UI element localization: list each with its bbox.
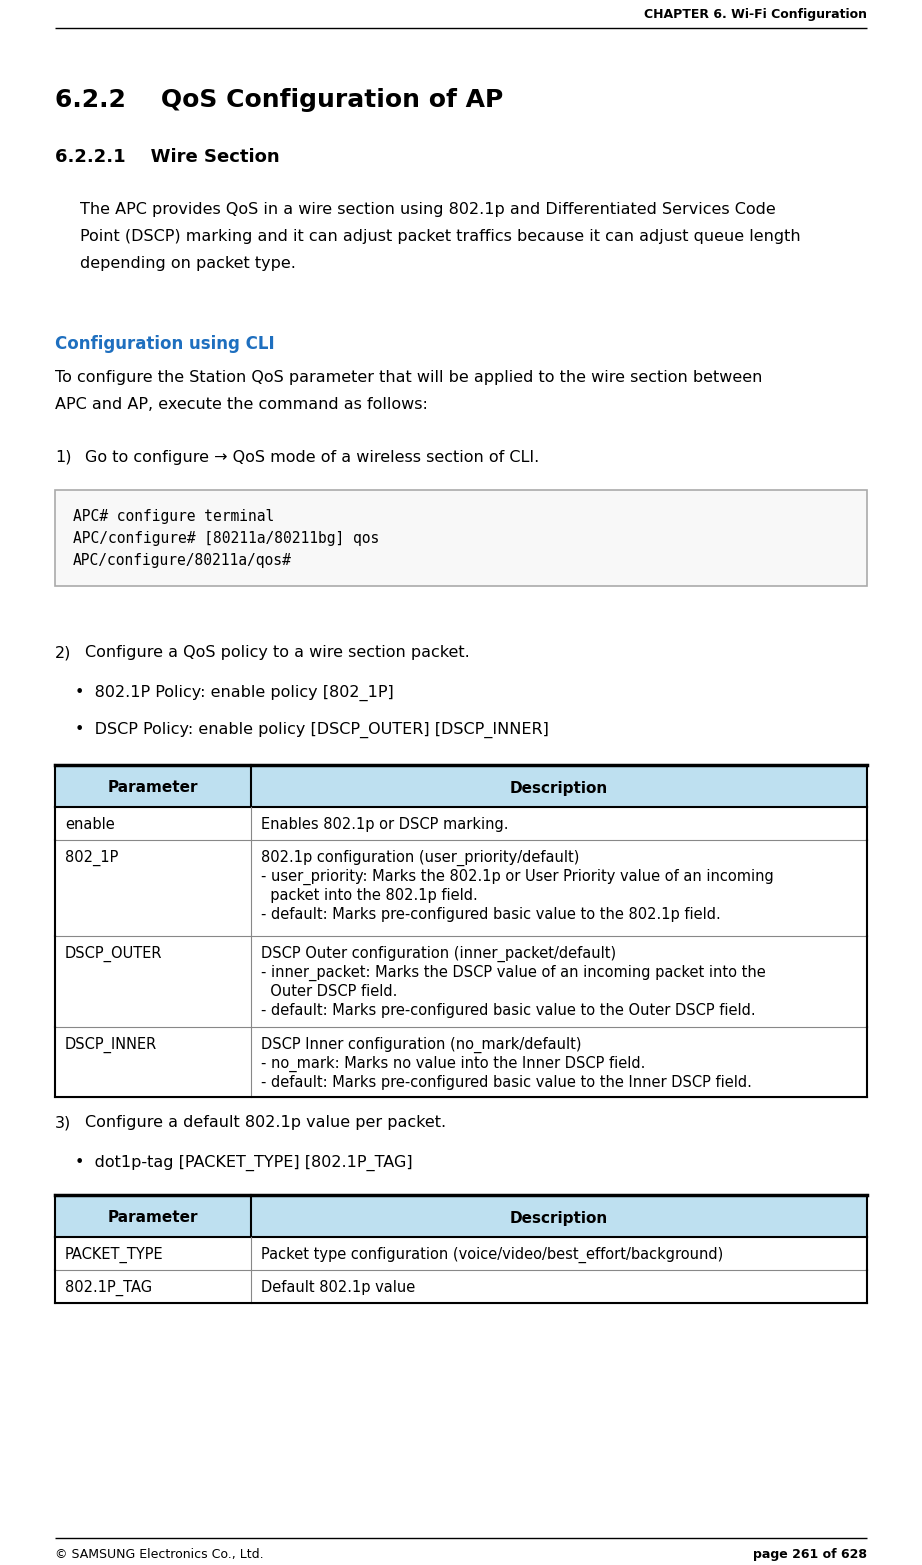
Text: © SAMSUNG Electronics Co., Ltd.: © SAMSUNG Electronics Co., Ltd.	[55, 1548, 264, 1560]
Text: - no_mark: Marks no value into the Inner DSCP field.: - no_mark: Marks no value into the Inner…	[261, 1056, 645, 1072]
Text: CHAPTER 6. Wi-Fi Configuration: CHAPTER 6. Wi-Fi Configuration	[644, 8, 867, 20]
Text: PACKET_TYPE: PACKET_TYPE	[65, 1247, 163, 1263]
Bar	[55, 1027, 867, 1097]
Text: DSCP_INNER: DSCP_INNER	[65, 1038, 158, 1053]
Text: •  dot1p-tag [PACKET_TYPE] [802.1P_TAG]: • dot1p-tag [PACKET_TYPE] [802.1P_TAG]	[75, 1155, 413, 1171]
Text: - inner_packet: Marks the DSCP value of an incoming packet into the: - inner_packet: Marks the DSCP value of …	[261, 966, 766, 981]
Text: APC/configure/80211a/qos#: APC/configure/80211a/qos#	[73, 552, 291, 568]
Bar	[55, 808, 867, 840]
Text: page 261 of 628: page 261 of 628	[753, 1548, 867, 1560]
Text: depending on packet type.: depending on packet type.	[80, 257, 296, 271]
Text: APC/configure# [80211a/80211bg] qos: APC/configure# [80211a/80211bg] qos	[73, 531, 379, 546]
Text: APC and AP, execute the command as follows:: APC and AP, execute the command as follo…	[55, 398, 428, 412]
Text: APC# configure terminal: APC# configure terminal	[73, 509, 274, 524]
Text: DSCP Inner configuration (no_mark/default): DSCP Inner configuration (no_mark/defaul…	[261, 1038, 582, 1053]
Text: Configuration using CLI: Configuration using CLI	[55, 335, 275, 354]
Bar	[55, 1196, 867, 1236]
Text: •  DSCP Policy: enable policy [DSCP_OUTER] [DSCP_INNER]: • DSCP Policy: enable policy [DSCP_OUTER…	[75, 721, 549, 739]
Text: 1): 1)	[55, 451, 72, 465]
Text: •  802.1P Policy: enable policy [802_1P]: • 802.1P Policy: enable policy [802_1P]	[75, 685, 394, 701]
Text: DSCP Outer configuration (inner_packet/default): DSCP Outer configuration (inner_packet/d…	[261, 945, 616, 962]
Text: Packet type configuration (voice/video/best_effort/background): Packet type configuration (voice/video/b…	[261, 1247, 723, 1263]
Bar	[55, 490, 867, 585]
Text: The APC provides QoS in a wire section using 802.1p and Differentiated Services : The APC provides QoS in a wire section u…	[80, 202, 775, 218]
Text: Description: Description	[510, 1210, 609, 1225]
Bar	[55, 1236, 867, 1271]
Text: 3): 3)	[55, 1114, 71, 1130]
Text: To configure the Station QoS parameter that will be applied to the wire section : To configure the Station QoS parameter t…	[55, 369, 762, 385]
Text: packet into the 802.1p field.: packet into the 802.1p field.	[261, 887, 478, 903]
Text: Configure a default 802.1p value per packet.: Configure a default 802.1p value per pac…	[85, 1114, 446, 1130]
Text: 802_1P: 802_1P	[65, 850, 118, 865]
Bar	[55, 1271, 867, 1304]
Text: - default: Marks pre-configured basic value to the 802.1p field.: - default: Marks pre-configured basic va…	[261, 908, 721, 922]
Text: Default 802.1p value: Default 802.1p value	[261, 1280, 415, 1294]
Text: - default: Marks pre-configured basic value to the Inner DSCP field.: - default: Marks pre-configured basic va…	[261, 1075, 751, 1089]
Text: Description: Description	[510, 781, 609, 795]
Text: 6.2.2    QoS Configuration of AP: 6.2.2 QoS Configuration of AP	[55, 88, 503, 113]
Text: enable: enable	[65, 817, 114, 833]
Text: DSCP_OUTER: DSCP_OUTER	[65, 945, 162, 962]
Text: 802.1P_TAG: 802.1P_TAG	[65, 1280, 152, 1296]
Text: 2): 2)	[55, 645, 71, 660]
Text: Go to configure → QoS mode of a wireless section of CLI.: Go to configure → QoS mode of a wireless…	[85, 451, 539, 465]
Bar	[55, 765, 867, 808]
Text: Outer DSCP field.: Outer DSCP field.	[261, 984, 397, 998]
Text: Parameter: Parameter	[108, 781, 198, 795]
Text: - user_priority: Marks the 802.1p or User Priority value of an incoming: - user_priority: Marks the 802.1p or Use…	[261, 869, 774, 886]
Bar	[55, 936, 867, 1027]
Text: Enables 802.1p or DSCP marking.: Enables 802.1p or DSCP marking.	[261, 817, 509, 833]
Text: Configure a QoS policy to a wire section packet.: Configure a QoS policy to a wire section…	[85, 645, 469, 660]
Text: 6.2.2.1    Wire Section: 6.2.2.1 Wire Section	[55, 149, 279, 166]
Bar	[55, 840, 867, 936]
Text: Point (DSCP) marking and it can adjust packet traffics because it can adjust que: Point (DSCP) marking and it can adjust p…	[80, 228, 800, 244]
Text: Parameter: Parameter	[108, 1210, 198, 1225]
Text: - default: Marks pre-configured basic value to the Outer DSCP field.: - default: Marks pre-configured basic va…	[261, 1003, 756, 1017]
Text: 802.1p configuration (user_priority/default): 802.1p configuration (user_priority/defa…	[261, 850, 579, 865]
